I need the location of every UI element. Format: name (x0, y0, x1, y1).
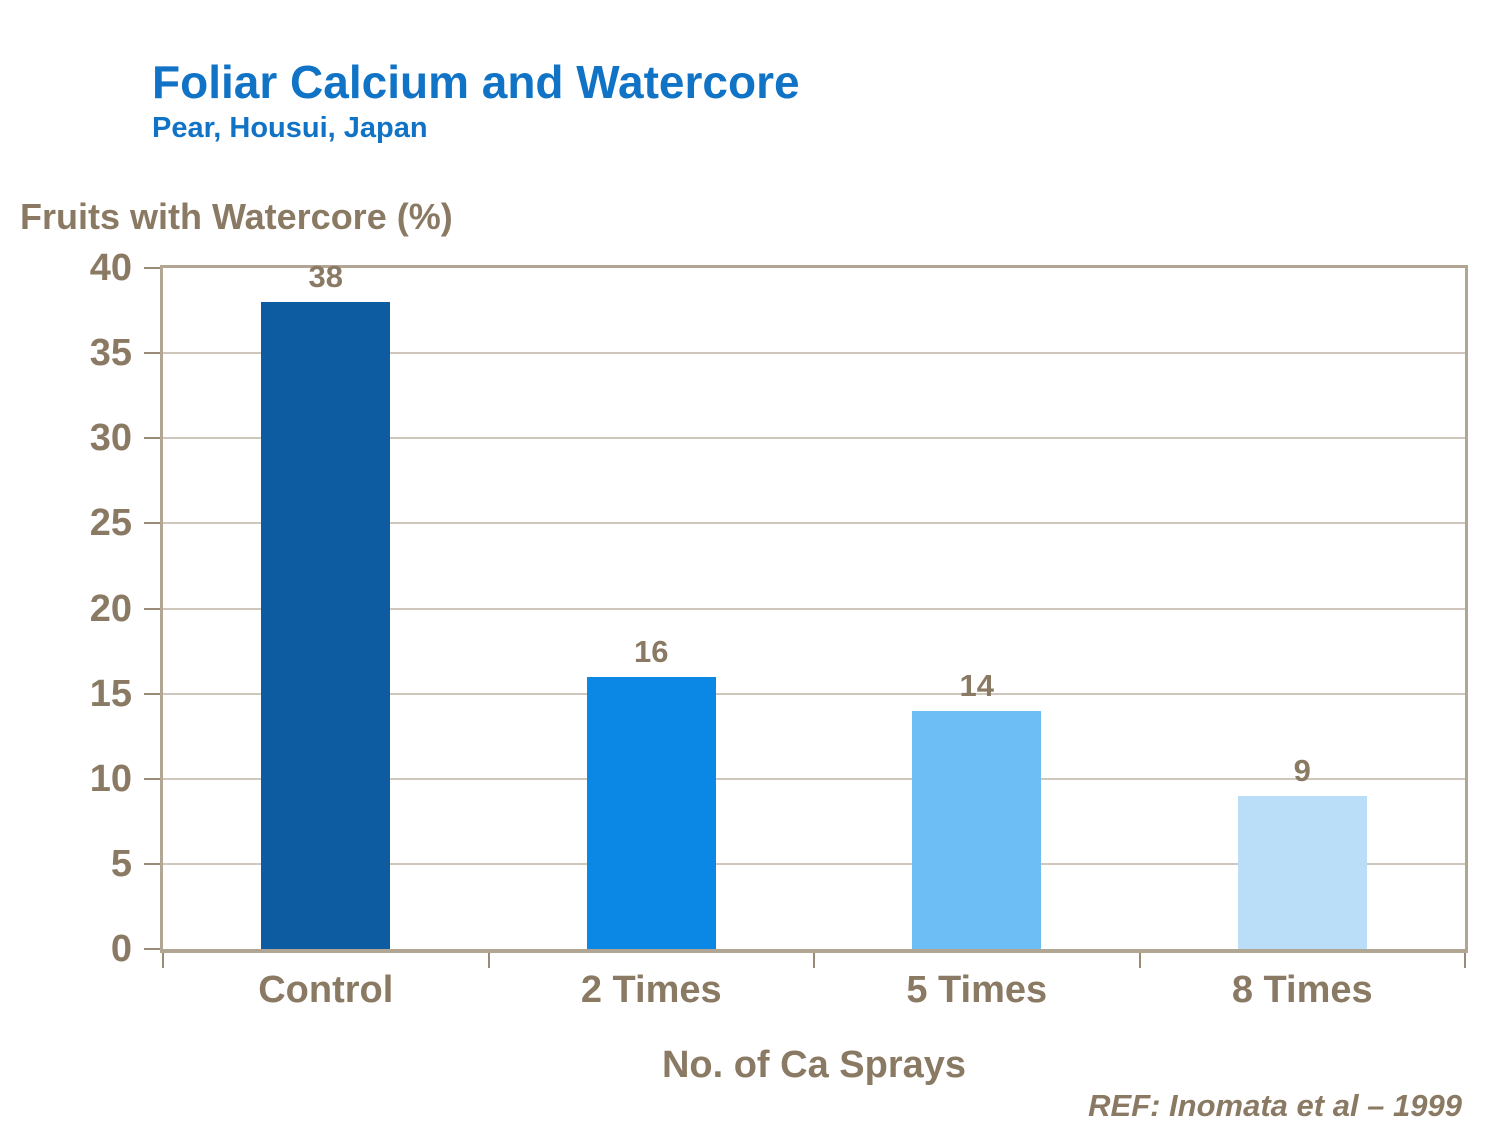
y-axis-tick-20 (144, 607, 160, 610)
x-category-label-control: Control (258, 969, 394, 1011)
x-axis-tick-1 (487, 953, 490, 968)
x-axis-labels: Control 2 Times 5 Times 8 Times (160, 966, 1468, 1016)
y-axis-tick-25 (144, 522, 160, 525)
y-axis-label-30: 30 (89, 417, 132, 460)
y-axis-label-5: 5 (110, 842, 132, 885)
x-axis-tick-0 (162, 953, 164, 968)
plot-area: 38 16 14 9 (160, 259, 1468, 953)
gridline-25 (163, 522, 1465, 525)
bar-value-label-2-times: 16 (634, 633, 669, 669)
gridline-30 (163, 437, 1465, 440)
x-category-label-5-times: 5 Times (906, 969, 1048, 1011)
bar-control (261, 302, 391, 949)
bar-5-times (912, 710, 1042, 949)
gridline-20 (163, 607, 1465, 610)
y-axis-tick-5 (144, 862, 160, 865)
y-axis-label-20: 20 (89, 587, 132, 630)
bar-value-label-5-times: 14 (959, 667, 994, 703)
bar-value-label-8-times: 9 (1293, 752, 1311, 788)
gridline-35 (163, 352, 1465, 355)
x-category-label-8-times: 8 Times (1231, 969, 1373, 1011)
y-axis-tick-35 (144, 352, 160, 355)
bar-2-times (586, 676, 716, 949)
gridline-15 (163, 692, 1465, 695)
y-axis-labels: 0 5 10 15 20 25 30 35 40 (0, 247, 136, 970)
x-category-label-2-times: 2 Times (580, 969, 722, 1011)
chart-subtitle: Pear, Housui, Japan (152, 112, 428, 144)
gridline-10 (163, 777, 1465, 780)
y-axis-label-35: 35 (89, 332, 132, 375)
x-axis-tick-3 (1138, 953, 1141, 968)
y-axis-tick-15 (144, 692, 160, 695)
chart-title: Foliar Calcium and Watercore (152, 56, 800, 108)
y-axis-tick-0 (144, 948, 160, 950)
y-axis-label-40: 40 (89, 247, 132, 289)
y-axis-label-10: 10 (89, 757, 132, 800)
x-axis-tick-4 (1464, 953, 1466, 968)
y-axis-title: Fruits with Watercore (%) (20, 196, 453, 237)
bar-8-times (1237, 795, 1367, 949)
y-axis-tick-40 (144, 267, 160, 269)
y-axis-tick-30 (144, 437, 160, 440)
y-axis-label-15: 15 (89, 672, 132, 715)
y-axis-label-0: 0 (110, 928, 132, 970)
y-axis-ticks (144, 265, 160, 953)
y-axis-tick-10 (144, 777, 160, 780)
y-axis-label-25: 25 (89, 502, 132, 545)
reference-citation: REF: Inomata et al – 1999 (1088, 1088, 1462, 1123)
bar-value-label-control: 38 (308, 259, 343, 295)
x-axis-ticks (160, 953, 1468, 971)
x-axis-tick-2 (813, 953, 815, 968)
x-axis-title: No. of Ca Sprays (661, 1044, 967, 1086)
gridline-5 (163, 862, 1465, 865)
